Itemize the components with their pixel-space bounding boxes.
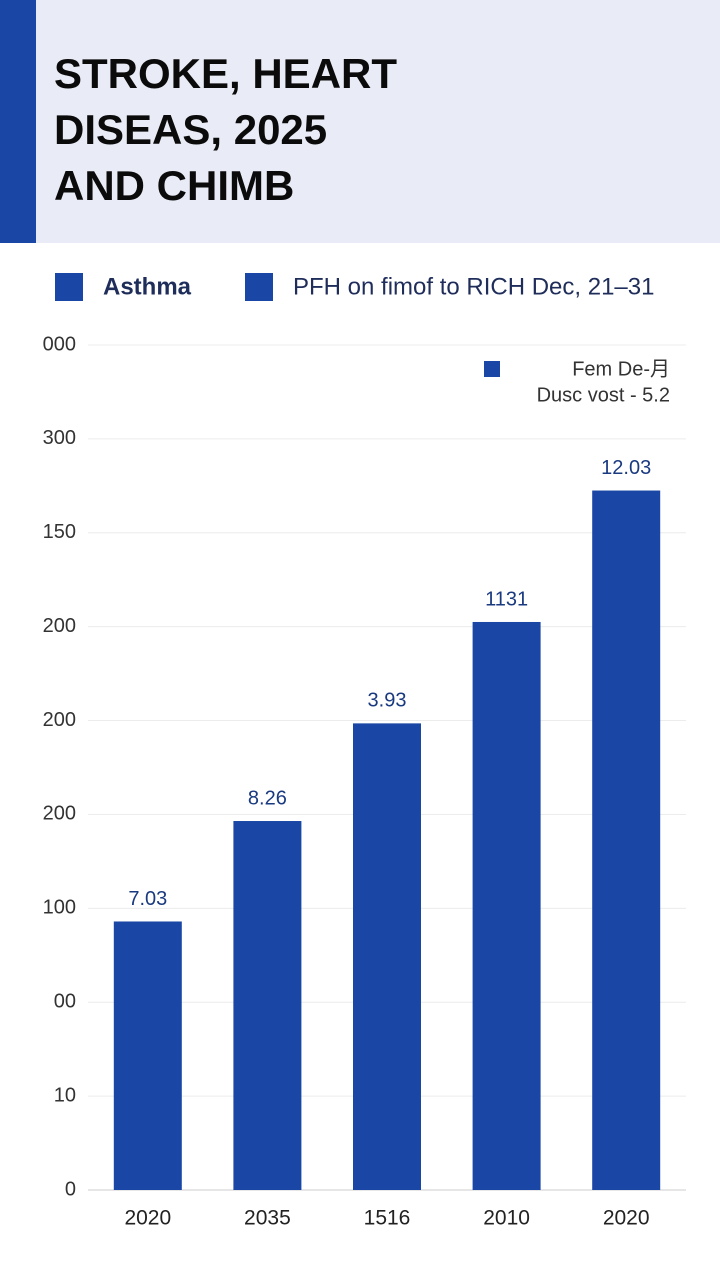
x-tick-label: 1516 (364, 1207, 411, 1230)
value-label: 7.03 (128, 888, 167, 910)
x-tick-label: 2035 (244, 1207, 291, 1230)
value-label: 3.93 (368, 690, 407, 712)
chart-title: AND CHIMB (54, 162, 294, 209)
bar (472, 621, 541, 1190)
y-tick-label: 10 (54, 1084, 76, 1106)
y-tick-label: 200 (43, 803, 76, 825)
bar (592, 490, 661, 1190)
inset-legend-label: Fem De-月 (572, 358, 670, 380)
header-band (0, 0, 720, 243)
bar (233, 821, 302, 1190)
header-stripe (0, 0, 36, 243)
legend-swatch (245, 273, 273, 301)
y-tick-label: 0 (65, 1178, 76, 1200)
legend-swatch (55, 273, 83, 301)
y-tick-label: 00 (54, 991, 76, 1013)
inset-legend-swatch (484, 361, 500, 377)
y-tick-label: 200 (43, 615, 76, 637)
legend-label: Asthma (103, 273, 192, 300)
x-tick-label: 2020 (603, 1207, 650, 1230)
y-tick-label: 100 (43, 897, 76, 919)
y-tick-label: 300 (43, 427, 76, 449)
chart-title: STROKE, HEART (54, 50, 397, 97)
y-tick-label: 000 (43, 333, 76, 355)
y-tick-label: 150 (43, 521, 76, 543)
bar (113, 921, 182, 1190)
y-tick-label: 200 (43, 709, 76, 731)
value-label: 8.26 (248, 787, 287, 809)
bar (353, 723, 421, 1190)
x-tick-label: 2010 (483, 1207, 530, 1230)
inset-legend-note: Dusc vost - 5.2 (537, 384, 670, 406)
chart-title: DISEAS, 2025 (54, 106, 327, 153)
legend-label: PFH on fimof to RICH Dec, 21–31 (293, 273, 654, 300)
value-label: 1131 (485, 588, 528, 610)
value-label: 12.03 (601, 457, 651, 479)
x-tick-label: 2020 (124, 1207, 171, 1230)
